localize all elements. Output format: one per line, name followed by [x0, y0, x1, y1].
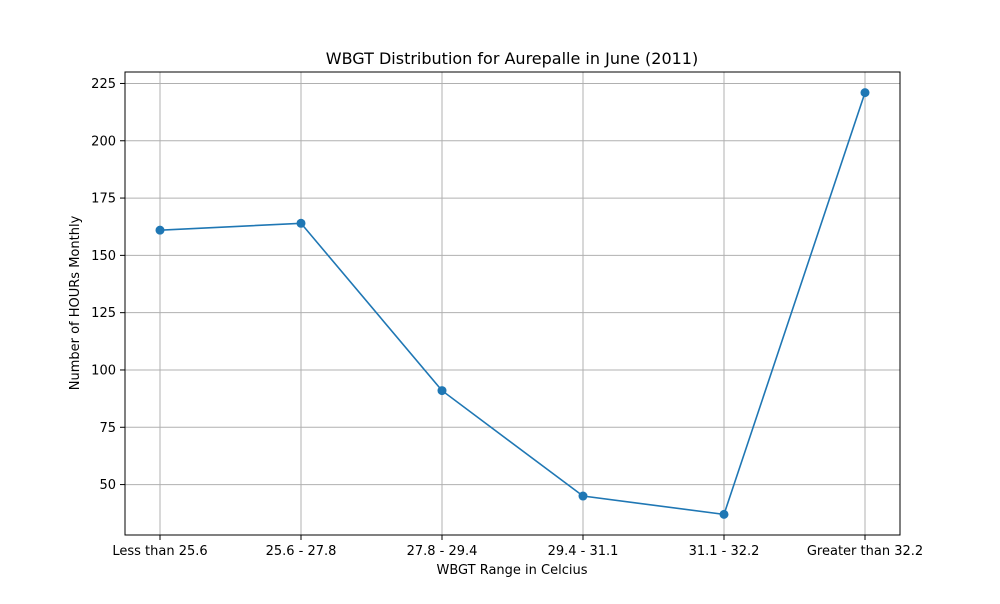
tick-labels: Less than 25.6 25.6 - 27.8 27.8 - 29.4 29.4…	[91, 77, 923, 559]
data-point	[719, 509, 729, 519]
y-tick-label: 125	[91, 306, 116, 321]
grid-lines	[125, 72, 900, 535]
x-tick-label: Less than 25.6	[112, 544, 207, 559]
y-tick-label: 225	[91, 77, 116, 92]
chart-title: WBGT Distribution for Aurepalle in June …	[326, 49, 698, 68]
y-axis-title: Number of HOURs Monthly	[68, 215, 83, 390]
x-tick-label: 27.8 - 29.4	[407, 544, 478, 559]
data-point	[860, 88, 870, 98]
data-point	[296, 218, 306, 228]
series-layer	[155, 88, 870, 519]
data-point	[155, 225, 165, 235]
y-tick-label: 175	[91, 192, 116, 207]
x-axis-title: WBGT Range in Celcius	[436, 563, 587, 578]
series-line	[159, 92, 866, 516]
y-tick-label: 75	[99, 421, 116, 436]
plot-frame	[124, 71, 901, 536]
data-point	[437, 386, 447, 396]
y-tick-label: 100	[91, 363, 116, 378]
x-tick-label: 29.4 - 31.1	[548, 544, 619, 559]
axes	[120, 71, 901, 540]
x-tick-label: 31.1 - 32.2	[689, 544, 760, 559]
y-tick-label: 200	[91, 134, 116, 149]
data-point	[578, 491, 588, 501]
x-tick-label: 25.6 - 27.8	[266, 544, 337, 559]
y-tick-label: 50	[99, 478, 116, 493]
y-tick-label: 150	[91, 249, 116, 264]
x-tick-label: Greater than 32.2	[807, 544, 923, 559]
